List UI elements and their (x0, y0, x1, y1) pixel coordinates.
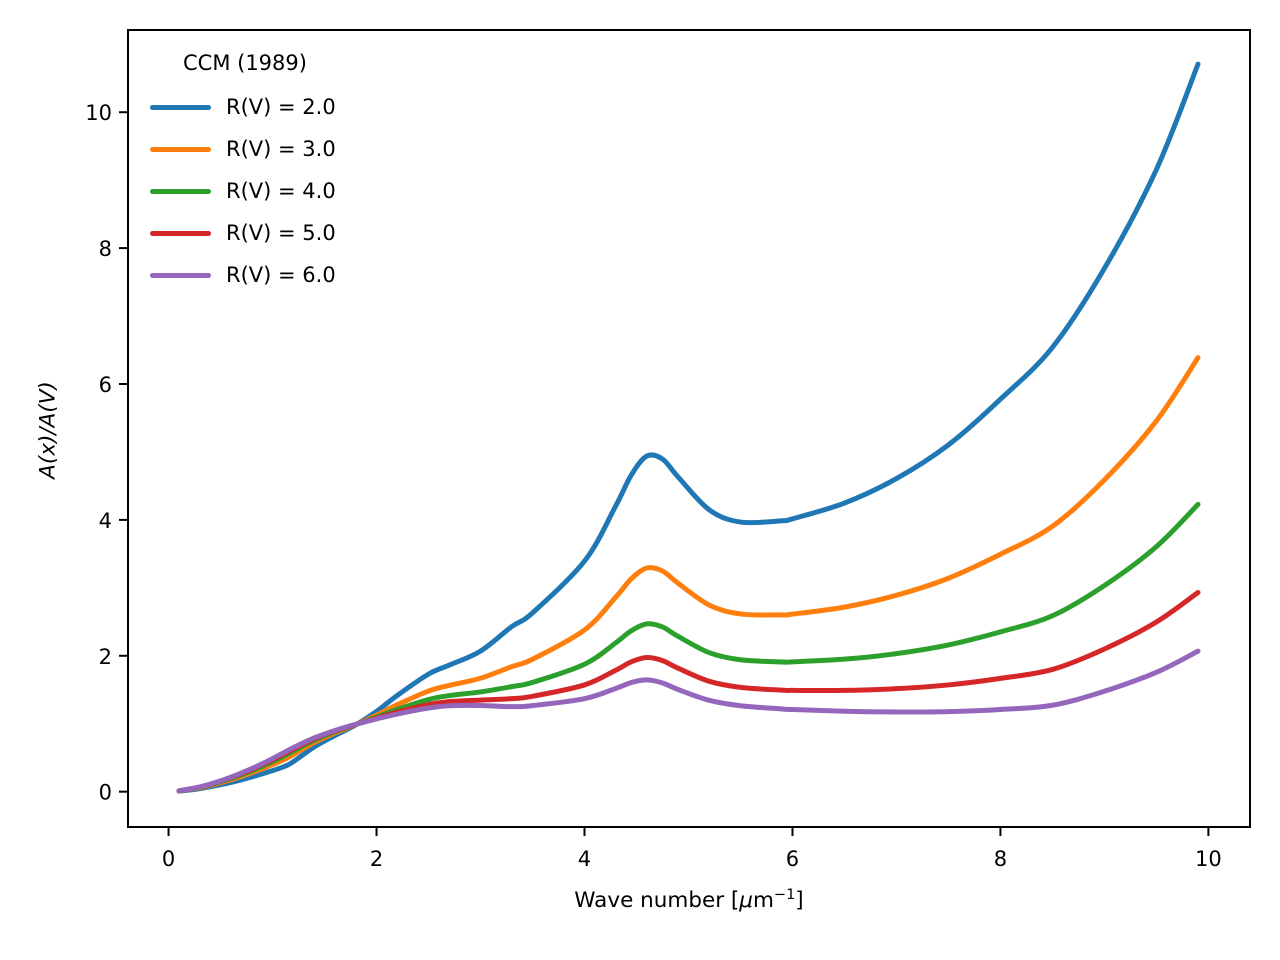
y-tick-label: 6 (99, 373, 112, 397)
legend-entry-rv-3: R(V) = 3.0 (150, 128, 336, 170)
legend-entry-rv-4: R(V) = 4.0 (150, 170, 336, 212)
legend-entry-rv-6: R(V) = 6.0 (150, 254, 336, 296)
x-tick-label: 10 (1195, 847, 1222, 871)
curve-rv-3.0 (176, 355, 1201, 794)
legend-entry-label: R(V) = 4.0 (226, 179, 336, 203)
legend-entry-rv-2: R(V) = 2.0 (150, 86, 336, 128)
legend-title: CCM (1989) (183, 51, 307, 75)
y-tick-label: 8 (99, 237, 112, 261)
legend-entry-label: R(V) = 2.0 (226, 95, 336, 119)
x-tick-label: 6 (786, 847, 799, 871)
x-axis-exponent: −1 (773, 886, 796, 903)
legend-line-swatch-rv-3 (150, 146, 211, 152)
legend-line-swatch-rv-2 (150, 104, 211, 110)
legend-line-swatch-rv-5 (150, 230, 211, 236)
y-tick-label: 4 (99, 509, 112, 533)
x-axis-unit: m (752, 888, 774, 913)
x-tick-label: 8 (994, 847, 1007, 871)
y-tick-label: 2 (99, 645, 112, 669)
mu-symbol: μ (739, 888, 753, 913)
legend-entry-label: R(V) = 5.0 (226, 221, 336, 245)
plot-area-border (127, 29, 1251, 828)
legend-line-swatch-rv-6 (150, 272, 211, 278)
legend-entry-rv-5: R(V) = 5.0 (150, 212, 336, 254)
y-tick-label: 0 (99, 781, 112, 805)
curve-rv-6.0 (176, 648, 1201, 794)
curve-rv-2.0 (176, 61, 1201, 794)
y-tick-label: 10 (85, 101, 112, 125)
x-axis-label-text: Wave number [ (574, 888, 740, 913)
legend-entry-label: R(V) = 6.0 (226, 263, 336, 287)
curve-rv-4.0 (176, 501, 1201, 794)
x-tick-label: 0 (162, 847, 175, 871)
x-tick-label: 2 (370, 847, 383, 871)
x-axis-label-close: ] (795, 888, 804, 913)
legend-line-swatch-rv-4 (150, 188, 211, 194)
legend: CCM (1989) R(V) = 2.0 R(V) = 3.0 R(V) = … (150, 51, 336, 296)
y-axis-label: A(x)/A(V) (35, 381, 61, 479)
legend-entry-label: R(V) = 3.0 (226, 137, 336, 161)
x-tick-label: 4 (578, 847, 591, 871)
x-axis-label: Wave number [μm−1] (128, 888, 1250, 913)
